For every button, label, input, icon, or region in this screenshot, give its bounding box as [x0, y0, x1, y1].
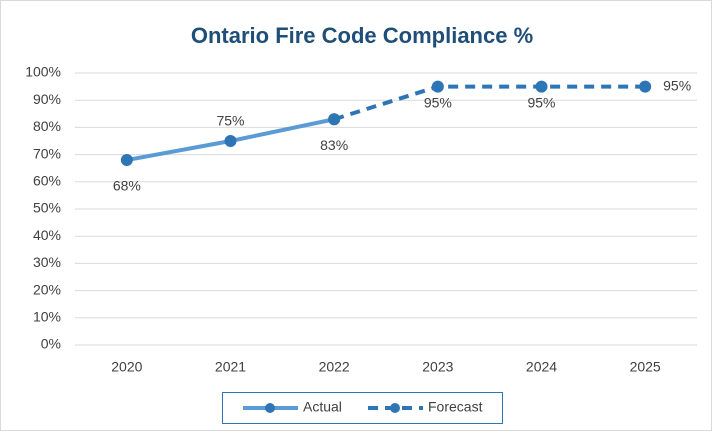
- data-point: [535, 80, 548, 93]
- legend-marker: [265, 403, 275, 413]
- data-label: 83%: [320, 137, 348, 153]
- y-tick-label: 80%: [33, 118, 61, 134]
- y-tick-label: 50%: [33, 200, 61, 216]
- chart-title: Ontario Fire Code Compliance %: [191, 23, 533, 48]
- data-label: 68%: [113, 178, 141, 194]
- data-point: [328, 113, 341, 126]
- y-tick-label: 70%: [33, 145, 61, 161]
- x-tick-label: 2021: [215, 359, 246, 375]
- data-label: 95%: [663, 77, 691, 93]
- data-point: [639, 80, 652, 93]
- data-label: 95%: [527, 94, 555, 110]
- x-tick-label: 2022: [319, 359, 350, 375]
- x-tick-label: 2020: [111, 359, 142, 375]
- legend-label: Forecast: [428, 399, 483, 415]
- y-tick-label: 0%: [41, 336, 61, 352]
- data-label: 75%: [216, 113, 244, 129]
- y-tick-label: 100%: [25, 64, 61, 80]
- legend-marker: [390, 403, 400, 413]
- x-tick-label: 2024: [526, 359, 557, 375]
- y-tick-label: 10%: [33, 309, 61, 325]
- y-tick-label: 90%: [33, 91, 61, 107]
- data-point: [224, 135, 237, 147]
- data-point: [431, 80, 444, 93]
- y-tick-label: 60%: [33, 173, 61, 189]
- data-point: [120, 154, 133, 167]
- series-line: [333, 84, 646, 122]
- legend-label: Actual: [303, 399, 342, 415]
- data-label: 95%: [424, 94, 452, 110]
- y-tick-label: 40%: [33, 227, 61, 243]
- y-tick-label: 20%: [33, 281, 61, 297]
- x-tick-label: 2023: [422, 359, 453, 375]
- x-tick-label: 2025: [630, 359, 661, 375]
- y-tick-label: 30%: [33, 254, 61, 270]
